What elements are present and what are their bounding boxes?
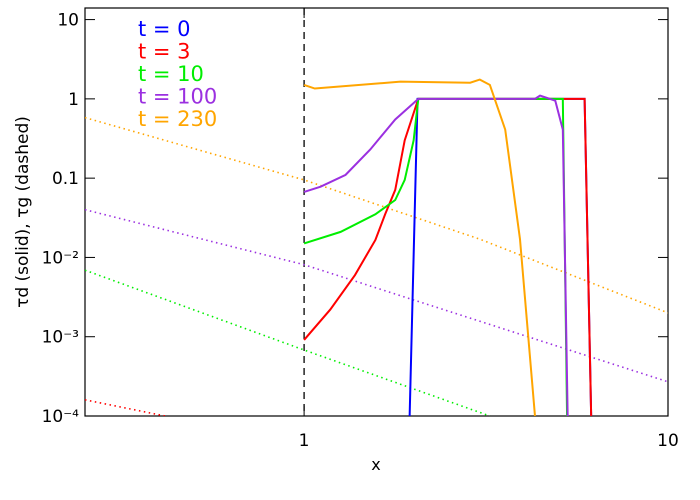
dust-line [303,78,536,416]
dust-line [303,97,569,416]
legend-entry: t = 230 [138,107,217,131]
y-tick-label: 10 [57,11,79,31]
y-tick-label: 10⁻³ [42,328,79,348]
y-axis-label: τd (solid), τg (dashed) [13,116,33,308]
legend-entry: t = 100 [138,85,217,109]
y-tick-label: 10⁻² [42,248,79,268]
legend-entry: t = 0 [138,17,191,41]
dust-line [303,94,569,416]
x-tick-label: 10 [657,431,679,451]
y-tick-label: 10⁻⁴ [42,407,80,427]
gas-line [85,208,668,383]
plot-lines [85,78,668,416]
gas-line [85,116,668,314]
legend-entry: t = 3 [138,40,191,64]
x-axis-label: x [371,455,380,474]
gas-line [85,399,166,416]
x-tick-label: 1 [299,431,310,451]
gas-line [85,269,491,416]
y-tick-label: 1 [68,90,79,110]
dust-line [303,97,593,416]
legend-entry: t = 10 [138,62,204,86]
y-tick-label: 0.1 [52,169,79,189]
plot-frame [84,7,669,417]
